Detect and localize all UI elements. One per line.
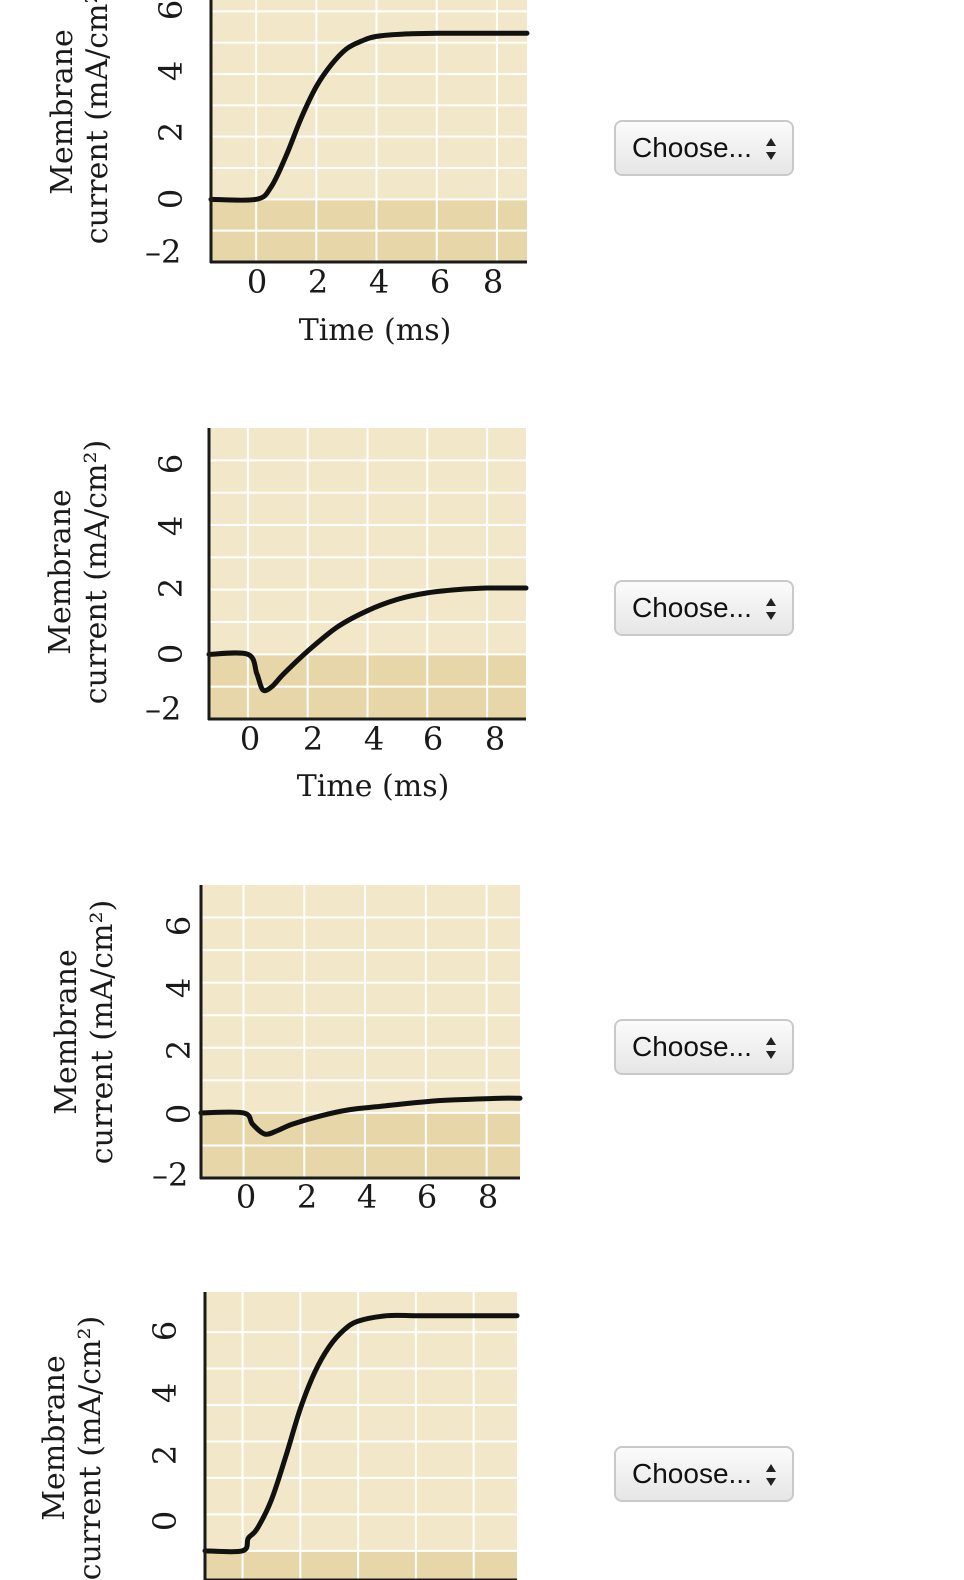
x-tick-label: 0 [247,263,267,301]
x-tick-label: 6 [417,1178,437,1216]
y-tick-label: 4 [146,1383,184,1403]
y-tick-label: 4 [152,61,190,81]
x-tick-label: 4 [357,1178,377,1216]
plot-area [198,885,523,1180]
negative-current-band [205,1550,517,1580]
x-tick-label: 8 [483,263,503,301]
y-axis-ticks: 6 4 2 0 [146,1321,184,1531]
plot-background [205,1292,517,1551]
select-arrows-icon [766,1037,776,1059]
y-axis-title-line2: current (mA/cm²) [73,1316,108,1580]
plot-row-4: 6 4 2 0 Membrane current (mA/cm²) Choose… [0,1270,964,1580]
y-tick-label: 2 [146,1445,184,1465]
y-axis-title-line1: Membrane [37,1355,72,1520]
plot-background [201,885,520,1113]
x-tick-label: 0 [240,720,260,758]
y-tick-label: 2 [152,578,190,598]
y-axis-ticks: 6 4 2 0 –2 [152,916,198,1194]
y-tick-label: 0 [160,1104,198,1124]
x-tick-label: 4 [369,263,389,301]
y-tick-label: –2 [145,233,181,271]
membrane-current-chart-4: 6 4 2 0 Membrane current (mA/cm²) [37,1292,520,1580]
y-tick-label: 4 [160,978,198,998]
y-tick-label: 4 [152,516,190,536]
y-axis-title-line2: current (mA/cm²) [85,900,120,1164]
y-axis-title-line1: Membrane [45,29,80,194]
x-tick-label: 2 [308,263,328,301]
x-tick-label: 2 [297,1178,317,1216]
current-trace-line [198,1095,523,1137]
x-tick-label: 4 [364,720,384,758]
x-axis-title: Time (ms) [299,313,452,348]
select-arrows-icon [766,1464,776,1486]
x-tick-label: 8 [485,720,505,758]
plot-row-2: 6 4 2 0 –2 0 2 4 6 8 Time (ms) Membrane … [0,400,964,820]
y-axis-title-line1: Membrane [49,949,84,1114]
current-trace-line [206,585,529,694]
answer-select-1[interactable]: Choose... [614,120,794,176]
x-axis-ticks: 0 2 4 6 8 [247,263,503,301]
y-tick-label: 2 [160,1040,198,1060]
x-tick-label: 6 [430,263,450,301]
select-label: Choose... [632,1031,752,1062]
x-axis-title: Time (ms) [297,769,450,804]
y-tick-label: 6 [152,0,190,20]
y-tick-label: 0 [152,189,190,209]
membrane-current-chart-2: 6 4 2 0 –2 0 2 4 6 8 Time (ms) Membrane … [43,428,529,804]
answer-select-3[interactable]: Choose... [614,1019,794,1075]
x-tick-label: 8 [478,1178,498,1216]
x-axis-ticks: 0 2 4 6 8 [240,720,505,758]
y-axis-ticks: 6 4 2 0 –2 [145,0,190,271]
current-trace-line [208,30,530,203]
y-tick-label: 2 [152,122,190,142]
select-label: Choose... [632,592,752,623]
y-tick-label: 6 [152,454,190,474]
x-tick-label: 0 [236,1178,256,1216]
y-axis-title-line2: current (mA/cm²) [80,0,115,244]
y-tick-label: 0 [152,644,190,664]
y-tick-label: 6 [160,916,198,936]
y-tick-label: –2 [145,690,181,728]
answer-select-4[interactable]: Choose... [614,1446,794,1502]
x-axis-ticks: 0 2 4 6 8 [236,1178,498,1216]
membrane-current-chart-3: 6 4 2 0 –2 0 2 4 6 8 Membrane current (m… [49,885,523,1216]
current-trace-line [202,1312,520,1555]
plot-area [206,428,529,721]
select-label: Choose... [632,132,752,163]
y-axis-title-line1: Membrane [43,489,78,654]
y-tick-label: 6 [146,1321,184,1341]
select-arrows-icon [766,138,776,160]
answer-select-2[interactable]: Choose... [614,580,794,636]
plot-area [202,1292,520,1580]
select-arrows-icon [766,598,776,620]
plot-background [211,0,527,200]
plot-row-3: 6 4 2 0 –2 0 2 4 6 8 Membrane current (m… [0,860,964,1240]
membrane-current-chart-1: 6 4 2 0 –2 0 2 4 6 8 Time (ms) Membrane … [45,0,530,348]
x-tick-label: 6 [423,720,443,758]
plot-row-1: 6 4 2 0 –2 0 2 4 6 8 Time (ms) Membrane … [0,0,964,360]
y-tick-label: 0 [146,1511,184,1531]
y-axis-title-line2: current (mA/cm²) [79,440,114,704]
x-tick-label: 2 [303,720,323,758]
y-axis-ticks: 6 4 2 0 –2 [145,454,190,728]
plot-area [208,0,530,264]
select-label: Choose... [632,1458,752,1489]
y-tick-label: –2 [152,1156,188,1194]
